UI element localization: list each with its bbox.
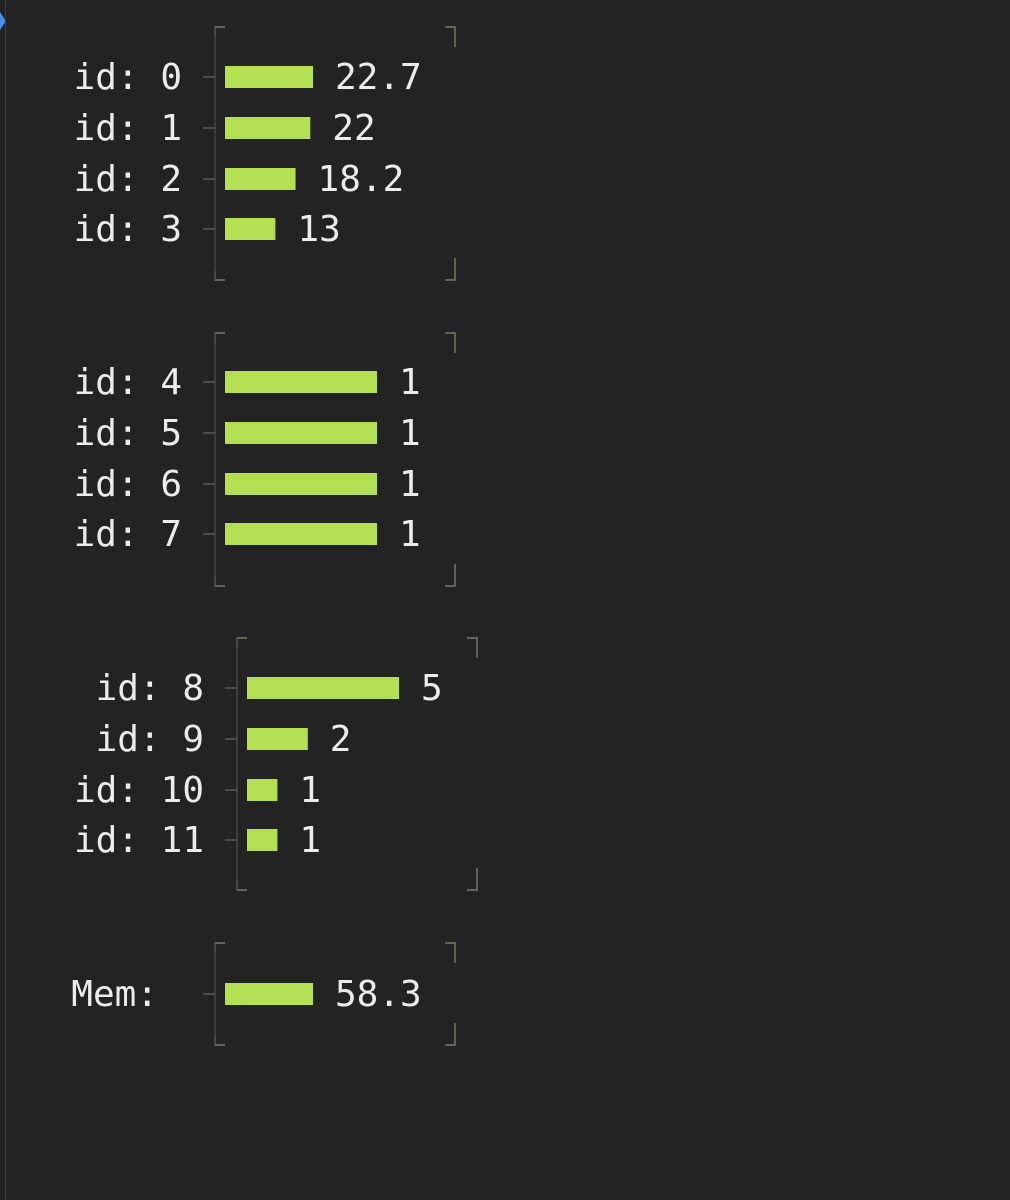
- frame-corner-bottom-right: [445, 564, 456, 587]
- bar: [225, 983, 313, 1005]
- value-label: 5: [421, 668, 443, 709]
- value-label: 18.2: [318, 159, 405, 200]
- value-label: 1: [299, 770, 321, 811]
- category-label: id: 0: [74, 57, 182, 98]
- frame-corner-top-right: [445, 332, 456, 353]
- category-label: id: 8: [96, 668, 204, 709]
- frame-corner-top-right: [445, 942, 456, 963]
- frame-corner-bottom-left: [214, 1035, 225, 1046]
- bar: [247, 779, 278, 801]
- frame-corner-bottom-right: [445, 1023, 456, 1046]
- value-label: 58.3: [335, 974, 422, 1015]
- category-label: id: 2: [74, 159, 182, 200]
- category-label: id: 1: [74, 108, 182, 149]
- frame-corner-top-left: [214, 332, 225, 343]
- editor-gutter: [5, 0, 6, 1200]
- category-label: id: 9: [96, 719, 204, 760]
- category-label: id: 11: [74, 820, 204, 861]
- frame-corner-top-right: [445, 26, 456, 47]
- category-label: Mem:: [71, 974, 158, 1015]
- frame-corner-bottom-right: [445, 258, 456, 281]
- bar: [247, 829, 278, 851]
- category-label: id: 3: [74, 209, 182, 250]
- bar: [225, 66, 313, 88]
- value-label: 1: [399, 413, 421, 454]
- value-label: 1: [299, 820, 321, 861]
- bar: [247, 677, 399, 699]
- bar: [225, 523, 377, 545]
- frame-corner-bottom-left: [214, 270, 225, 281]
- frame-corner-top-left: [214, 942, 225, 953]
- frame-corner-top-right: [467, 637, 478, 658]
- category-label: id: 6: [74, 464, 182, 505]
- bar: [225, 218, 276, 240]
- value-label: 22: [332, 108, 375, 149]
- frame-corner-bottom-left: [236, 880, 247, 891]
- category-label: id: 7: [74, 514, 182, 555]
- bar: [225, 473, 377, 495]
- category-label: id: 5: [74, 413, 182, 454]
- frame-corner-top-left: [214, 26, 225, 37]
- bar: [225, 371, 377, 393]
- bar: [225, 117, 311, 139]
- frame-corner-bottom-right: [467, 868, 478, 891]
- bar: [225, 422, 377, 444]
- value-label: 13: [297, 209, 340, 250]
- value-label: 2: [330, 719, 352, 760]
- frame-corner-top-left: [236, 637, 247, 648]
- category-label: id: 10: [74, 770, 204, 811]
- value-label: 1: [399, 362, 421, 403]
- value-label: 1: [399, 464, 421, 505]
- bar: [225, 168, 296, 190]
- frame-corner-bottom-left: [214, 576, 225, 587]
- category-label: id: 4: [74, 362, 182, 403]
- bar: [247, 728, 308, 750]
- value-label: 22.7: [335, 57, 422, 98]
- caret-icon: [0, 12, 6, 30]
- value-label: 1: [399, 514, 421, 555]
